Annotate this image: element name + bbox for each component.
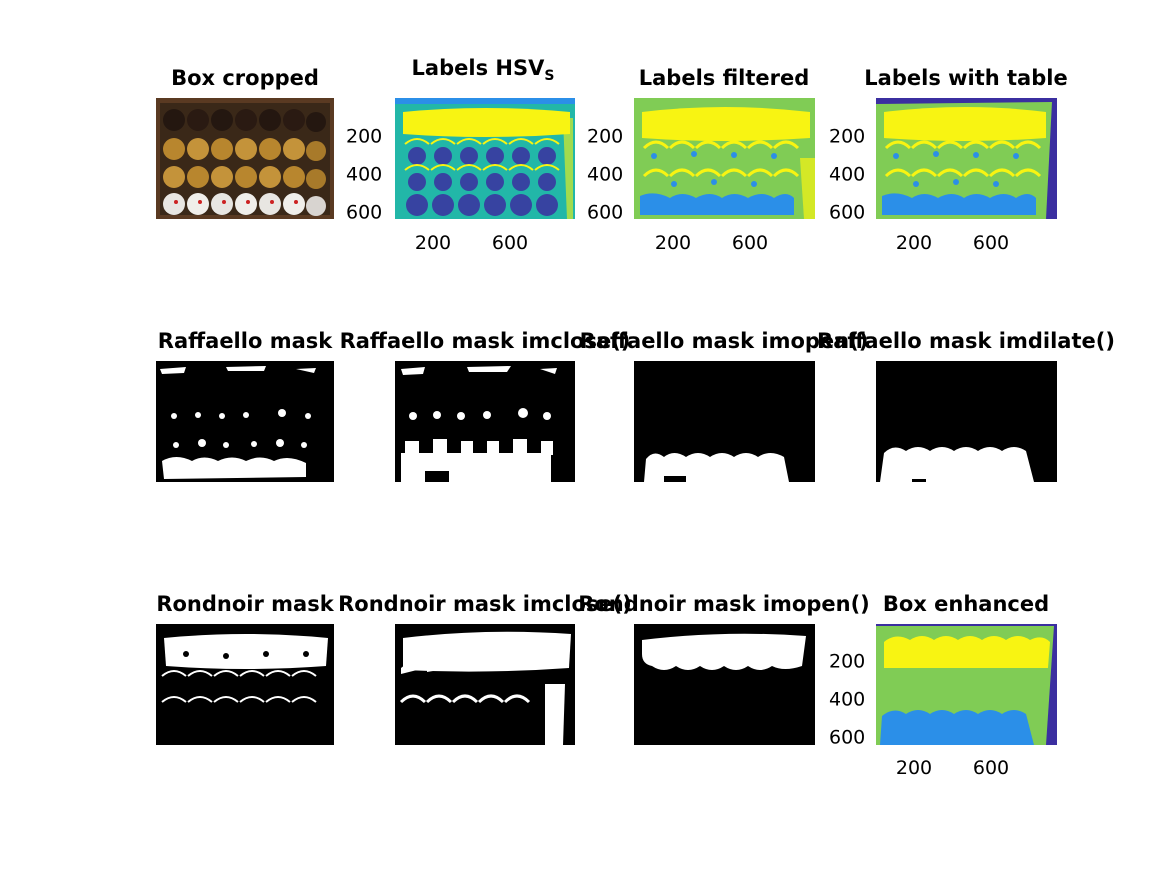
- raffaello-imclose-image: [395, 361, 575, 482]
- raffaello-mask-image: [156, 361, 334, 482]
- title-box-enhanced: Box enhanced: [882, 592, 1050, 616]
- ytick-table-600: 600: [829, 201, 866, 224]
- ytick-filtered-400: 400: [587, 163, 624, 186]
- xtick-table-600: 600: [972, 232, 1010, 254]
- title-labels-with-table: Labels with table: [864, 66, 1068, 90]
- ytick-enhanced-400: 400: [829, 688, 866, 711]
- labels-hsv-image: [395, 98, 575, 219]
- title-rondnoir-imclose: Rondnoir mask imclose(): [338, 592, 632, 616]
- title-rondnoir-mask: Rondnoir mask: [156, 592, 334, 616]
- ytick-hsv-400: 400: [346, 163, 383, 186]
- xtick-hsv-200: 200: [414, 232, 452, 254]
- title-rondnoir-imopen: Rondnoir mask imopen(): [578, 592, 870, 616]
- raffaello-imopen-image: [634, 361, 815, 482]
- labels-filtered-image: [634, 98, 815, 219]
- title-labels-filtered: Labels filtered: [638, 66, 810, 90]
- box-enhanced-image: [876, 624, 1057, 745]
- ytick-filtered-600: 600: [587, 201, 624, 224]
- ytick-table-200: 200: [829, 125, 866, 148]
- ytick-enhanced-200: 200: [829, 650, 866, 673]
- rondnoir-mask-image: [156, 624, 334, 745]
- rondnoir-imclose-image: [395, 624, 575, 745]
- title-raffaello-imclose: Raffaello mask imclose(): [339, 329, 631, 353]
- labels-with-table-image: [876, 98, 1057, 219]
- title-raffaello-imdilate: Raffaello mask imdilate(): [817, 329, 1115, 353]
- title-labels-hsv: Labels HSVS: [411, 56, 555, 84]
- title-labels-hsv-subscript: S: [544, 68, 555, 84]
- raffaello-imdilate-image: [876, 361, 1057, 482]
- title-raffaello-imopen: Raffaello mask imopen(): [579, 329, 869, 353]
- title-box-cropped: Box cropped: [171, 66, 319, 90]
- xtick-hsv-600: 600: [491, 232, 529, 254]
- ytick-hsv-200: 200: [346, 125, 383, 148]
- box-cropped-image: [156, 98, 334, 219]
- rondnoir-imopen-image: [634, 624, 815, 745]
- ytick-enhanced-600: 600: [829, 726, 866, 749]
- xtick-filtered-600: 600: [731, 232, 769, 254]
- ytick-filtered-200: 200: [587, 125, 624, 148]
- xtick-filtered-200: 200: [654, 232, 692, 254]
- title-raffaello-mask: Raffaello mask: [157, 329, 333, 353]
- ytick-hsv-600: 600: [346, 201, 383, 224]
- ytick-table-400: 400: [829, 163, 866, 186]
- title-labels-hsv-text: Labels HSV: [411, 56, 545, 80]
- xtick-table-200: 200: [895, 232, 933, 254]
- xtick-enhanced-600: 600: [972, 757, 1010, 779]
- xtick-enhanced-200: 200: [895, 757, 933, 779]
